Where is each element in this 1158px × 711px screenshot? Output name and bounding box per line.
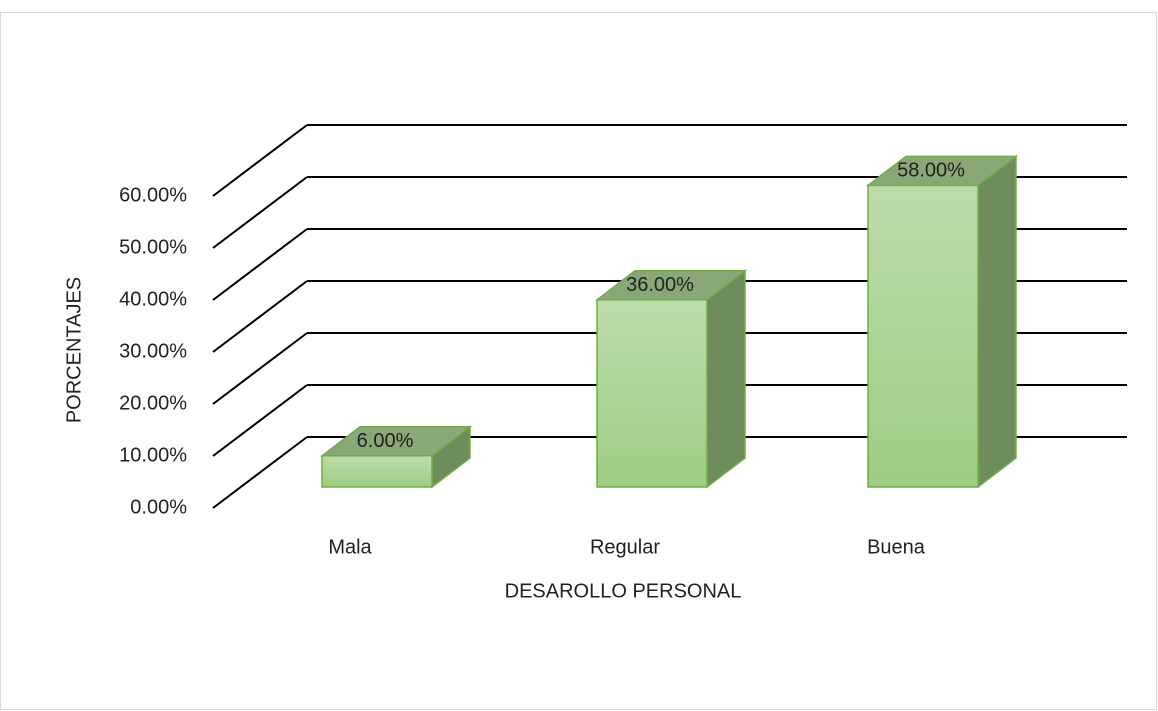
grid-line-diagonal: [212, 228, 308, 301]
bar: [865, 154, 1019, 489]
grid-line-diagonal: [212, 436, 308, 509]
bar-side: [977, 154, 1017, 489]
grid-line-diagonal: [212, 384, 308, 457]
x-tick-label: Regular: [590, 536, 660, 558]
x-tick-label: Buena: [867, 536, 926, 558]
y-tick-label: 0.00%: [130, 496, 187, 518]
x-tick-label: Mala: [328, 536, 372, 558]
data-label: 36.00%: [626, 274, 694, 296]
y-tick-label: 20.00%: [119, 392, 187, 414]
data-label: 6.00%: [357, 430, 414, 452]
bar: [319, 425, 473, 489]
grid-line-diagonal: [212, 280, 308, 353]
grid-line-diagonal: [212, 124, 308, 197]
bar-front: [596, 299, 708, 488]
y-axis-title: PORCENTAJES: [63, 277, 85, 423]
y-tick-label: 40.00%: [119, 288, 187, 310]
grid-line-diagonal: [212, 176, 308, 249]
bar-side: [706, 269, 746, 489]
data-label: 58.00%: [897, 160, 965, 182]
y-tick-label: 10.00%: [119, 444, 187, 466]
y-tick-label: 30.00%: [119, 340, 187, 362]
bar-front: [321, 455, 433, 488]
bar: [594, 269, 748, 489]
y-tick-label: 60.00%: [119, 184, 187, 206]
bar-front: [867, 184, 979, 488]
y-tick-label: 50.00%: [119, 236, 187, 258]
x-axis-title: DESAROLLO PERSONAL: [505, 580, 742, 602]
grid-line-diagonal: [212, 332, 308, 405]
